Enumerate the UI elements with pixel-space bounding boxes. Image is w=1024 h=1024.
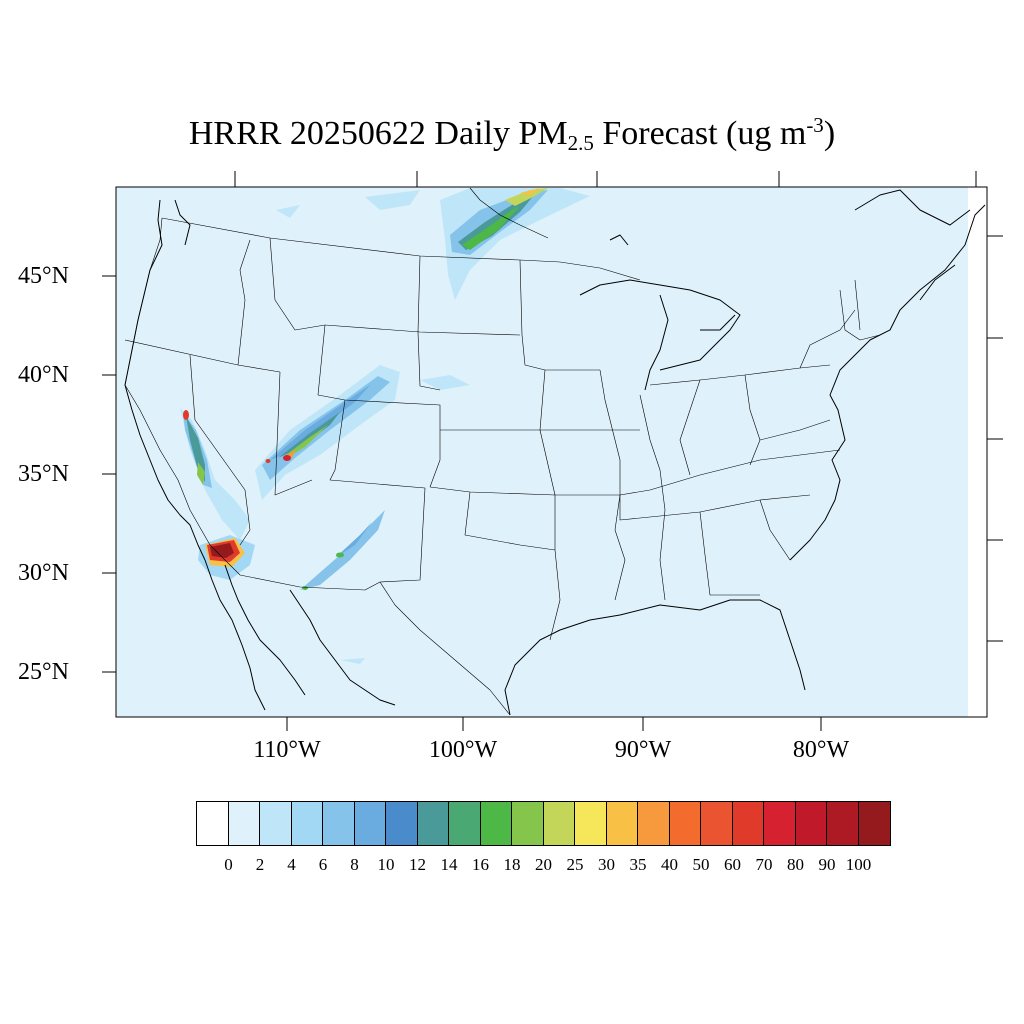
title-main: HRRR 20250622 Daily PM	[188, 115, 568, 152]
colorbar-tick-label: 70	[755, 855, 773, 874]
colorbar-box	[480, 802, 512, 845]
colorbar-box	[512, 802, 544, 845]
colorbar-box	[669, 802, 701, 845]
colorbar-box	[417, 802, 449, 845]
lon-label-100w: 100°W	[428, 737, 498, 763]
colorbar-box	[858, 802, 890, 845]
lat-label-25: 25°N	[18, 659, 69, 685]
colorbar-tick-label: 14	[440, 855, 458, 874]
colorbar-tick-label: 4	[287, 855, 296, 874]
colorbar-box	[795, 802, 827, 845]
colorbar	[196, 801, 891, 846]
colorbar-tick-label: 2	[255, 855, 265, 874]
colorbar-tick-label: 6	[318, 855, 328, 874]
tick-marks	[102, 171, 1003, 731]
colorbar-tick-label: 18	[503, 855, 521, 874]
title-rest: Forecast (ug m	[593, 115, 807, 152]
title-close: )	[823, 115, 836, 152]
colorbar-tick-label: 35	[629, 855, 647, 874]
colorbar-box	[827, 802, 859, 845]
map-frame	[115, 186, 988, 718]
colorbar-tick-label: 0	[224, 855, 233, 874]
colorbar-box	[732, 802, 764, 845]
canada-plume	[440, 188, 590, 300]
colorbar-box	[354, 802, 386, 845]
colorbar-box	[323, 802, 355, 845]
colorbar-box	[764, 802, 796, 845]
lat-label-30: 30°N	[18, 560, 69, 586]
map-background	[116, 187, 987, 717]
colorbar-box	[291, 802, 323, 845]
colorbar-tick-label: 30	[598, 855, 615, 874]
colorbar-box	[449, 802, 481, 845]
colorbar-tick-label: 50	[692, 855, 710, 874]
colorbar-box	[260, 802, 292, 845]
colorbar-box	[701, 802, 733, 845]
colorbar-box	[606, 802, 638, 845]
lon-label-90w: 90°W	[614, 737, 672, 763]
nevada-plume	[180, 408, 250, 540]
colorbar-tick-label: 40	[661, 855, 678, 874]
colorbar-tick-label: 100	[845, 855, 872, 874]
colorbar-tick-label: 20	[535, 855, 552, 874]
colorbar-box	[228, 802, 260, 845]
colorbar-box	[543, 802, 575, 845]
lat-label-40: 40°N	[18, 362, 69, 388]
map-title: HRRR 20250622 Daily PM2.5 Forecast (ug m…	[0, 112, 1024, 156]
colorbar-tick-label: 25	[566, 855, 584, 874]
colorbar-tick-label: 12	[409, 855, 426, 874]
colorbar-box	[386, 802, 418, 845]
lon-label-110w: 110°W	[253, 737, 321, 763]
colorbar-tick-label: 10	[377, 855, 395, 874]
no-data-strip	[968, 187, 987, 717]
arizona-hotspot	[198, 535, 255, 580]
lat-label-45: 45°N	[18, 263, 69, 289]
colorbar-box	[575, 802, 607, 845]
lon-label-80w: 80°W	[792, 737, 850, 763]
coastlines	[124, 189, 986, 716]
title-subscript: 2.5	[567, 131, 594, 155]
colorbar-tick-label: 60	[724, 855, 741, 874]
colorbar-tick-label: 90	[818, 855, 836, 874]
colorbar-tick-label: 80	[787, 855, 804, 874]
colorbar-box	[638, 802, 670, 845]
utah-plume	[255, 365, 400, 500]
boundary-lines	[124, 187, 881, 716]
title-superscript: -3	[806, 113, 824, 137]
light-haze-patches	[276, 190, 470, 664]
colorbar-box	[197, 802, 229, 845]
lat-label-35: 35°N	[18, 461, 69, 487]
colorbar-tick-label: 8	[350, 855, 359, 874]
colorbar-tick-label: 16	[472, 855, 489, 874]
